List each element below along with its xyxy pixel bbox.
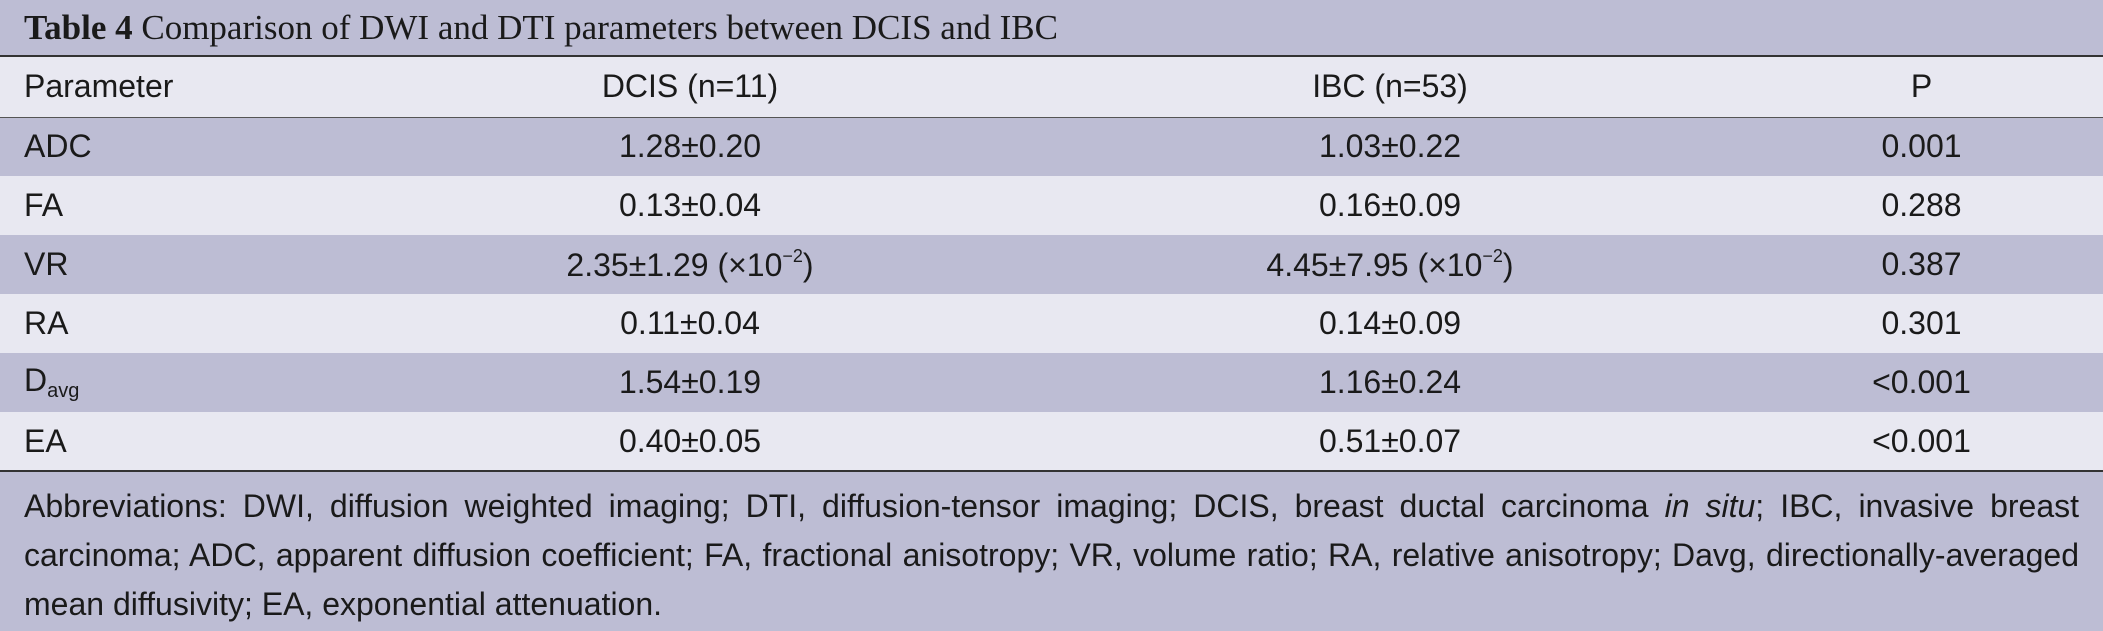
- cell-dcis-close: ): [802, 246, 814, 283]
- table-row-vr: VR 2.35±1.29 (×10−2) 4.45±7.95 (×10−2) 0…: [0, 235, 2103, 294]
- table-number: Table 4: [24, 8, 133, 47]
- cell-ibc: 4.45±7.95 (×10−2): [1040, 235, 1740, 294]
- cell-dcis: 2.35±1.29 (×10−2): [340, 235, 1040, 294]
- footnote-italic: in situ: [1664, 488, 1756, 524]
- footnote-text-continued: ; IBC, invasive breast carcinoma; ADC, a…: [24, 488, 2080, 622]
- cell-parameter: Davg: [0, 353, 340, 412]
- cell-ibc: 0.51±0.07: [1040, 412, 1740, 472]
- table-row-fa: FA 0.13±0.04 0.16±0.09 0.288: [0, 176, 2103, 235]
- table-row-ra: RA 0.11±0.04 0.14±0.09 0.301: [0, 294, 2103, 353]
- cell-dcis: 1.28±0.20: [618, 128, 762, 165]
- cell-p: <0.001: [1740, 412, 2103, 472]
- cell-parameter-subscript: avg: [47, 380, 80, 402]
- cell-dcis: 0.11±0.04: [620, 305, 760, 341]
- cell-parameter-base: D: [24, 362, 48, 398]
- cell-p: 0.288: [1881, 187, 1962, 223]
- cell-ibc: 1.16±0.24: [1318, 364, 1462, 400]
- cell-p: <0.001: [1872, 364, 1971, 400]
- cell-dcis: 0.40±0.05: [340, 412, 1040, 472]
- table-caption: Comparison of DWI and DTI parameters bet…: [141, 8, 1058, 47]
- cell-parameter: VR: [24, 246, 69, 282]
- header-p: P: [1740, 57, 2103, 118]
- cell-p: 0.387: [1881, 246, 1962, 282]
- cell-dcis-value: 2.35±1.29 (×10: [566, 246, 783, 283]
- table-row-ea: EA 0.40±0.05 0.51±0.07 <0.001: [0, 412, 2103, 472]
- cell-ibc: 0.14±0.09: [1318, 305, 1462, 341]
- header-parameter: Parameter: [0, 57, 340, 118]
- table-footnote: Abbreviations: DWI, diffusion weighted i…: [0, 472, 2103, 629]
- comparison-table: Parameter DCIS (n=11) IBC (n=53) P ADC 1…: [0, 57, 2103, 472]
- cell-ibc-exponent: −2: [1482, 245, 1503, 266]
- table-row-davg: Davg 1.54±0.19 1.16±0.24 <0.001: [0, 353, 2103, 412]
- header-ibc: IBC (n=53): [1040, 57, 1740, 118]
- cell-parameter: EA: [0, 412, 340, 472]
- cell-p: 0.001: [1881, 128, 1962, 165]
- cell-parameter: RA: [24, 305, 69, 341]
- cell-dcis: 1.54±0.19: [618, 364, 762, 400]
- table-title: Table 4 Comparison of DWI and DTI parame…: [0, 0, 2103, 57]
- cell-ibc: 1.03±0.22: [1318, 128, 1462, 165]
- cell-dcis-exponent: −2: [782, 245, 803, 266]
- cell-dcis: 0.13±0.04: [618, 187, 762, 223]
- header-row: Parameter DCIS (n=11) IBC (n=53) P: [0, 57, 2103, 118]
- cell-ibc: 0.16±0.09: [1318, 187, 1462, 223]
- table-row-adc: ADC 1.28±0.20 1.03±0.22 0.001: [0, 117, 2103, 176]
- cell-ibc-value: 4.45±7.95 (×10: [1266, 246, 1483, 283]
- cell-ibc-close: ): [1502, 246, 1514, 283]
- footnote-text: Abbreviations: DWI, diffusion weighted i…: [24, 488, 1665, 524]
- header-dcis: DCIS (n=11): [340, 57, 1040, 118]
- cell-parameter: FA: [24, 187, 64, 223]
- cell-parameter: ADC: [24, 128, 92, 165]
- cell-p: 0.301: [1881, 305, 1962, 341]
